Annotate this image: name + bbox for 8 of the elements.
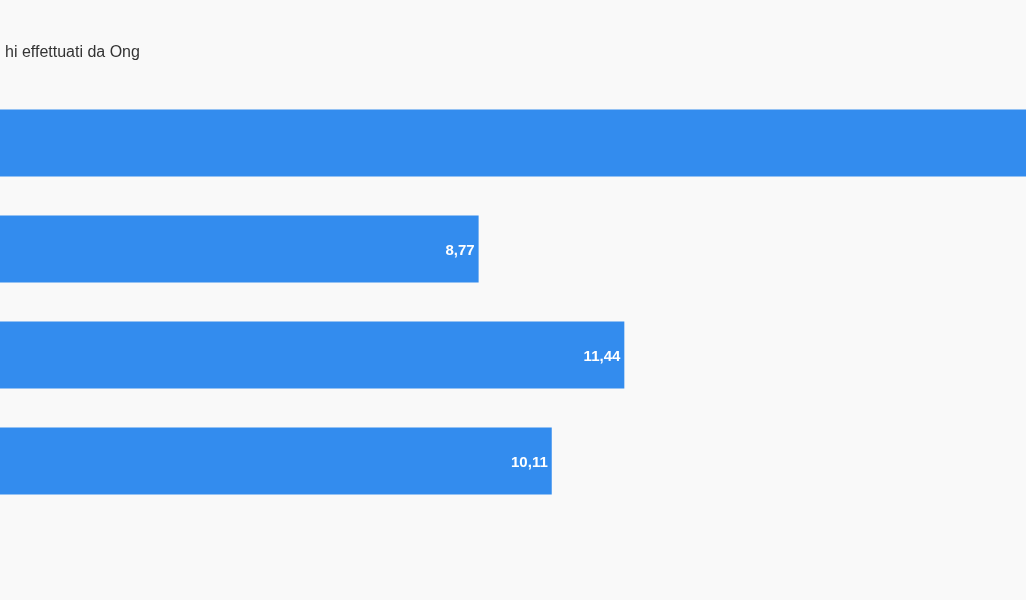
data-label: 8,77 (445, 240, 475, 258)
chart-title: hi effettuati da Ong (5, 42, 140, 60)
bar (0, 215, 479, 283)
bar (0, 109, 1026, 177)
data-label: 11,44 (583, 346, 621, 364)
data-label: 10,11 (511, 452, 548, 470)
bar (0, 427, 552, 495)
bar (0, 321, 625, 389)
